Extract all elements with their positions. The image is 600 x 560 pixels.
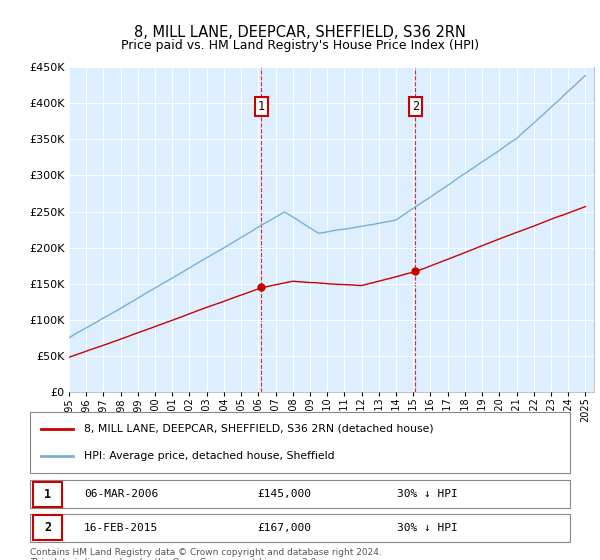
Text: 8, MILL LANE, DEEPCAR, SHEFFIELD, S36 2RN (detached house): 8, MILL LANE, DEEPCAR, SHEFFIELD, S36 2R… (84, 424, 434, 434)
Text: Price paid vs. HM Land Registry's House Price Index (HPI): Price paid vs. HM Land Registry's House … (121, 39, 479, 52)
Text: 1: 1 (258, 100, 265, 113)
Text: Contains HM Land Registry data © Crown copyright and database right 2024.
This d: Contains HM Land Registry data © Crown c… (30, 548, 382, 560)
FancyBboxPatch shape (30, 480, 570, 508)
Text: 2: 2 (412, 100, 419, 113)
Text: 30% ↓ HPI: 30% ↓ HPI (397, 523, 458, 533)
Text: £167,000: £167,000 (257, 523, 311, 533)
Text: HPI: Average price, detached house, Sheffield: HPI: Average price, detached house, Shef… (84, 451, 335, 461)
FancyBboxPatch shape (33, 515, 62, 540)
Text: 30% ↓ HPI: 30% ↓ HPI (397, 489, 458, 499)
Text: 8, MILL LANE, DEEPCAR, SHEFFIELD, S36 2RN: 8, MILL LANE, DEEPCAR, SHEFFIELD, S36 2R… (134, 25, 466, 40)
Text: 1: 1 (44, 488, 52, 501)
Text: 2: 2 (44, 521, 52, 534)
Text: 06-MAR-2006: 06-MAR-2006 (84, 489, 158, 499)
FancyBboxPatch shape (33, 482, 62, 506)
Text: £145,000: £145,000 (257, 489, 311, 499)
FancyBboxPatch shape (30, 412, 570, 473)
FancyBboxPatch shape (30, 514, 570, 542)
Text: 16-FEB-2015: 16-FEB-2015 (84, 523, 158, 533)
